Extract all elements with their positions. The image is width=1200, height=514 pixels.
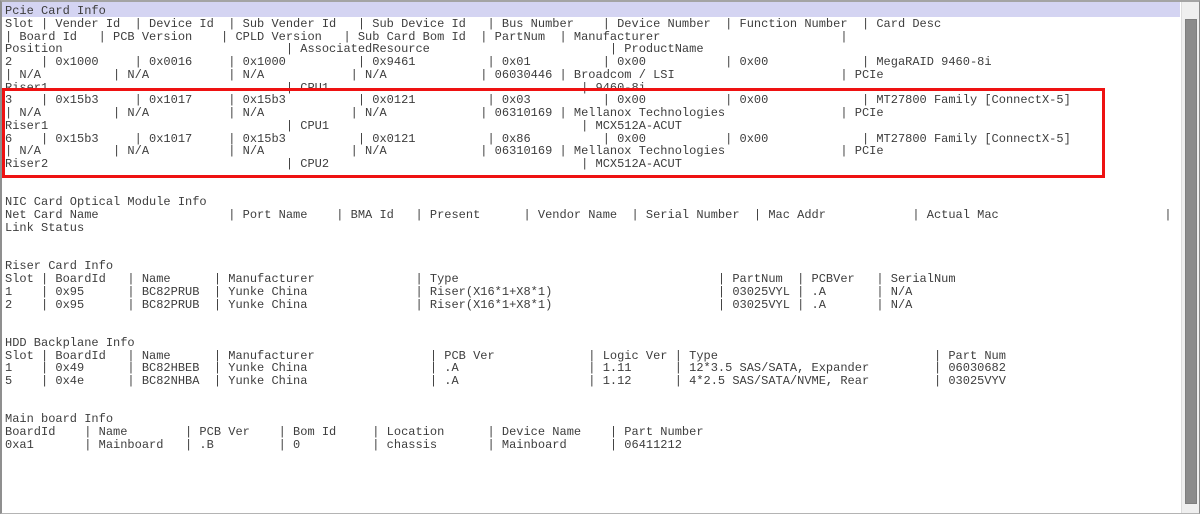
selection-highlight	[2, 2, 1180, 17]
riser-card-info-section: Riser Card Info Slot | BoardId | Name | …	[5, 259, 956, 312]
pcie-card-info-section: Pcie Card Info Slot | Vender Id | Device…	[5, 4, 1071, 172]
vertical-scrollbar[interactable]	[1181, 2, 1199, 513]
terminal-content[interactable]: Pcie Card Info Slot | Vender Id | Device…	[2, 2, 1183, 513]
scrollbar-thumb[interactable]	[1185, 19, 1197, 504]
nic-optical-module-section: NIC Card Optical Module Info Net Card Na…	[5, 195, 1172, 235]
main-board-info-section: Main board Info BoardId | Name | PCB Ver…	[5, 412, 704, 452]
hdd-backplane-info-section: HDD Backplane Info Slot | BoardId | Name…	[5, 335, 1006, 389]
